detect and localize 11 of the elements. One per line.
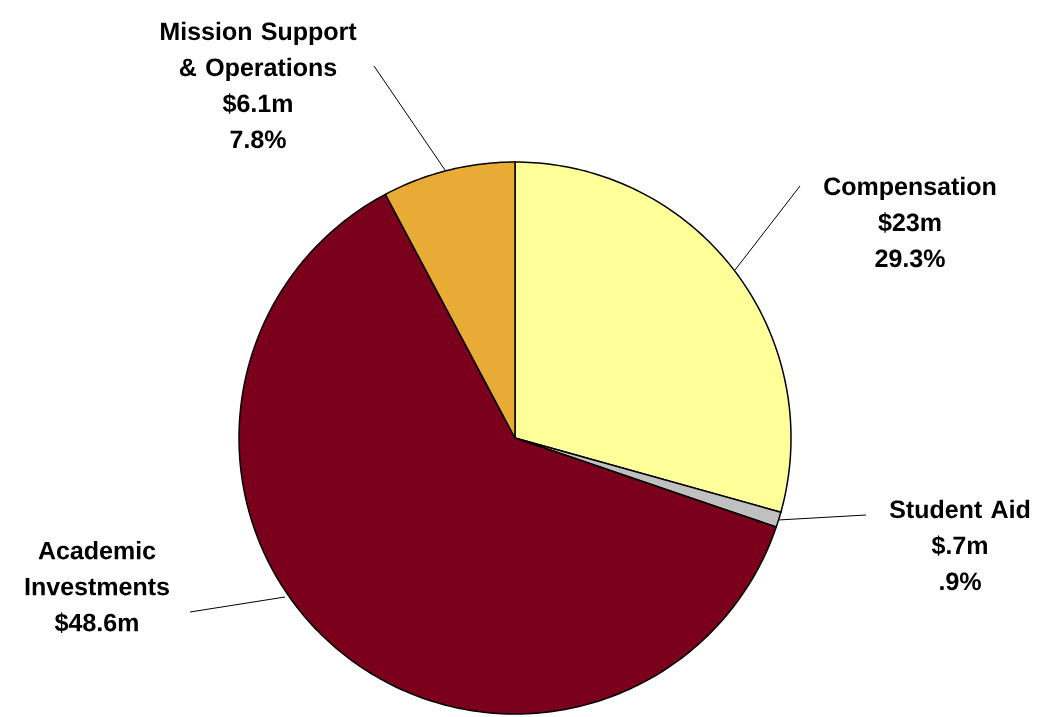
data-label: $.7m xyxy=(931,535,987,556)
data-label: $48.6m xyxy=(54,612,138,633)
slice-label: Mission Support & Operations xyxy=(161,21,357,82)
slice-label: Student Aid xyxy=(889,499,1030,519)
slice-label: Compensation xyxy=(824,176,996,201)
data-label: $23m xyxy=(878,212,941,233)
text: 7.8% xyxy=(230,130,286,149)
slice-label: Academic Investments xyxy=(25,541,169,596)
data-label: $6.1m xyxy=(222,93,292,114)
text: 29.3% xyxy=(875,249,945,268)
text: .9% xyxy=(940,572,981,591)
